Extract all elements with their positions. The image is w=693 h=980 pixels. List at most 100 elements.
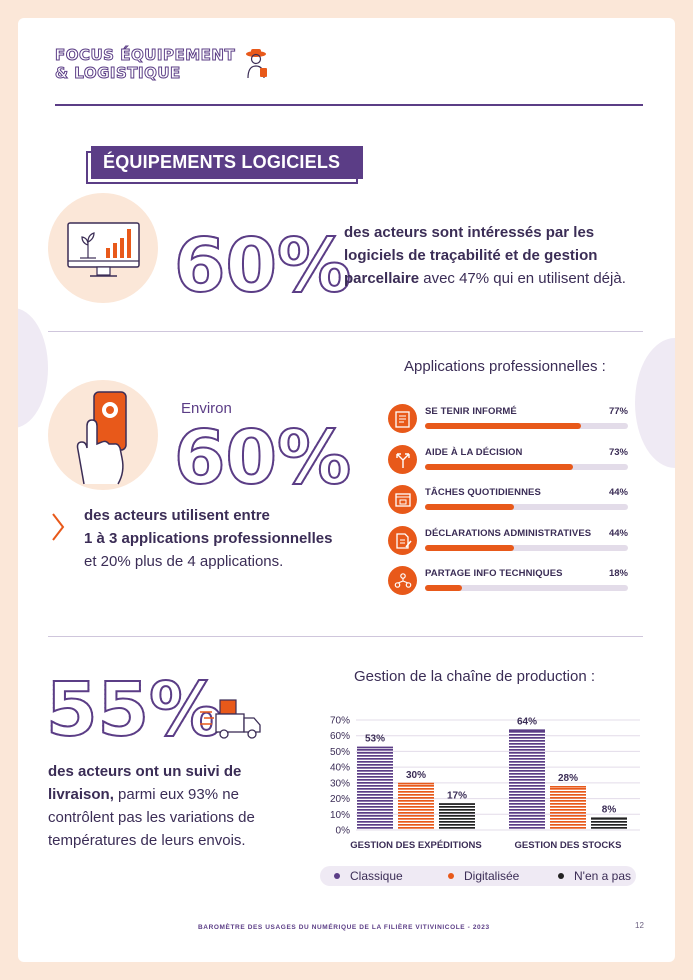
app-row: PARTAGE INFO TECHNIQUES 18% xyxy=(388,566,630,596)
app-percent: 44% xyxy=(608,527,628,539)
legend-label: N'en a pas xyxy=(574,869,631,883)
section-divider xyxy=(48,331,643,332)
legend-dot xyxy=(448,872,454,879)
bar-top xyxy=(357,746,393,749)
stat-2-bold-1: des acteurs utilisent entre xyxy=(84,507,270,524)
app-row: TÂCHES QUOTIDIENNES 44% xyxy=(388,485,630,515)
category-label: GESTION DES EXPÉDITIONS xyxy=(350,840,481,850)
stat-2-value: 60% xyxy=(173,415,352,501)
stat-1-rest: avec 47% qui en utilisent déjà. xyxy=(419,270,626,287)
app-label: TÂCHES QUOTIDIENNES xyxy=(425,487,541,498)
stat-2-text: des acteurs utilisent entre 1 à 3 applic… xyxy=(84,504,384,573)
bar-top xyxy=(439,803,475,805)
app-icon-circle xyxy=(388,444,417,474)
y-tick-label: 70% xyxy=(330,716,350,727)
bar xyxy=(591,817,627,830)
chart-title: Gestion de la chaîne de production : xyxy=(354,668,595,685)
legend-item-digitalisee: Digitalisée xyxy=(448,869,519,883)
stat-3-text: des acteurs ont un suivi de livraison, p… xyxy=(48,760,308,852)
app-percent: 77% xyxy=(608,406,628,417)
app-icon-circle xyxy=(388,525,417,555)
app-label: AIDE À LA DÉCISION xyxy=(425,446,523,458)
app-bar-track xyxy=(425,504,628,510)
app-bar-track xyxy=(425,585,628,591)
decorative-blob xyxy=(635,338,675,468)
y-tick-label: 10% xyxy=(330,810,350,821)
stat-3-rest-2: parmi eux 93% ne xyxy=(113,786,239,803)
bar-top xyxy=(591,817,627,820)
app-percent: 18% xyxy=(608,568,628,579)
bar xyxy=(398,782,434,830)
stat-1-value: 60% xyxy=(173,223,352,309)
legend-dot xyxy=(334,872,340,879)
bar xyxy=(439,803,475,830)
app-row: DÉCLARATIONS ADMINISTRATIVES 44% xyxy=(388,525,630,556)
page-header: FOCUS ÉQUIPEMENT & LOGISTIQUE xyxy=(54,46,236,83)
stat-1-text: des acteurs sont intéressés par les logi… xyxy=(344,221,644,290)
legend-label: Classique xyxy=(350,869,403,883)
app-bar-fill xyxy=(425,585,462,591)
legend-dot xyxy=(558,872,564,879)
stat-2-bold-2: 1 à 3 applications professionnelles xyxy=(84,530,333,547)
data-label: 64% xyxy=(517,716,537,727)
y-tick-label: 40% xyxy=(330,763,350,774)
farmer-icon xyxy=(246,49,267,79)
stat-1-bold-3: parcellaire xyxy=(344,270,420,287)
bar-top xyxy=(398,782,434,785)
y-tick-label: 0% xyxy=(336,826,351,837)
app-row: AIDE À LA DÉCISION 73% xyxy=(388,444,630,475)
legend-label: Digitalisée xyxy=(464,869,520,883)
app-bar-fill xyxy=(425,544,515,551)
stat-2-prefix: Environ xyxy=(181,400,232,417)
app-bar-fill xyxy=(425,504,515,510)
stat-1-bold-2: logiciels de traçabilité et de gestion xyxy=(344,247,598,264)
bar xyxy=(509,729,545,830)
apps-title: Applications professionnelles : xyxy=(404,358,606,375)
data-label: 30% xyxy=(406,770,426,781)
bar-top xyxy=(550,786,586,788)
page-number: 12 xyxy=(635,921,644,930)
header-line-1: FOCUS ÉQUIPEMENT xyxy=(54,46,236,65)
fork-arrows-icon xyxy=(396,452,410,468)
stat-3-rest-4: températures de leurs envois. xyxy=(48,832,246,849)
production-chart: 0% 10% 20% 30% 40% 50% 60% 70% 53% 30% 17% GESTION … xyxy=(330,716,640,850)
header-divider xyxy=(55,104,643,106)
app-icon-circle xyxy=(388,485,417,514)
page: FOCUS ÉQUIPEMENT & LOGISTIQUE ÉQUIPEMENT… xyxy=(18,18,675,962)
app-bar-fill xyxy=(425,463,574,470)
decorative-blob xyxy=(18,308,48,428)
y-tick-label: 60% xyxy=(330,731,350,742)
data-label: 17% xyxy=(447,790,467,801)
phone-tap-icon xyxy=(76,391,127,485)
data-label: 53% xyxy=(365,734,385,745)
stat-2-rest: et 20% plus de 4 applications. xyxy=(84,553,284,570)
document-pen-icon xyxy=(396,532,412,549)
stat-3-bold-1: des acteurs ont un suivi de xyxy=(48,763,242,780)
app-bar-track xyxy=(425,544,628,551)
chevron-right-icon xyxy=(52,513,65,541)
stat-3-value: 55% xyxy=(45,667,224,753)
bar xyxy=(357,746,393,830)
legend-item-nen-a-pas: N'en a pas xyxy=(558,869,631,883)
app-percent: 73% xyxy=(608,446,628,458)
y-tick-label: 50% xyxy=(330,747,350,758)
delivery-truck-icon xyxy=(200,699,261,739)
stat-1-bold-1: des acteurs sont intéressés par les xyxy=(344,224,595,241)
app-label: DÉCLARATIONS ADMINISTRATIVES xyxy=(425,527,592,539)
app-row: SE TENIR INFORMÉ 77% xyxy=(388,404,630,434)
category-label: GESTION DES STOCKS xyxy=(515,840,622,850)
app-icon-circle xyxy=(388,566,417,595)
app-label: SE TENIR INFORMÉ xyxy=(425,406,517,417)
people-network-icon xyxy=(394,573,412,588)
app-percent: 44% xyxy=(608,487,628,498)
app-label: PARTAGE INFO TECHNIQUES xyxy=(425,568,563,579)
bar-top xyxy=(509,729,545,732)
app-bar-track xyxy=(425,423,628,429)
section-banner: ÉQUIPEMENTS LOGICIELS xyxy=(91,146,363,179)
stat-3-bold-2: livraison, xyxy=(48,786,114,803)
stat-3-rest-3: contrôlent pas les variations de xyxy=(48,809,255,826)
data-label: 8% xyxy=(602,804,617,815)
y-tick-label: 30% xyxy=(330,778,350,789)
app-icon-circle xyxy=(388,404,417,433)
app-bar-fill xyxy=(425,423,582,429)
